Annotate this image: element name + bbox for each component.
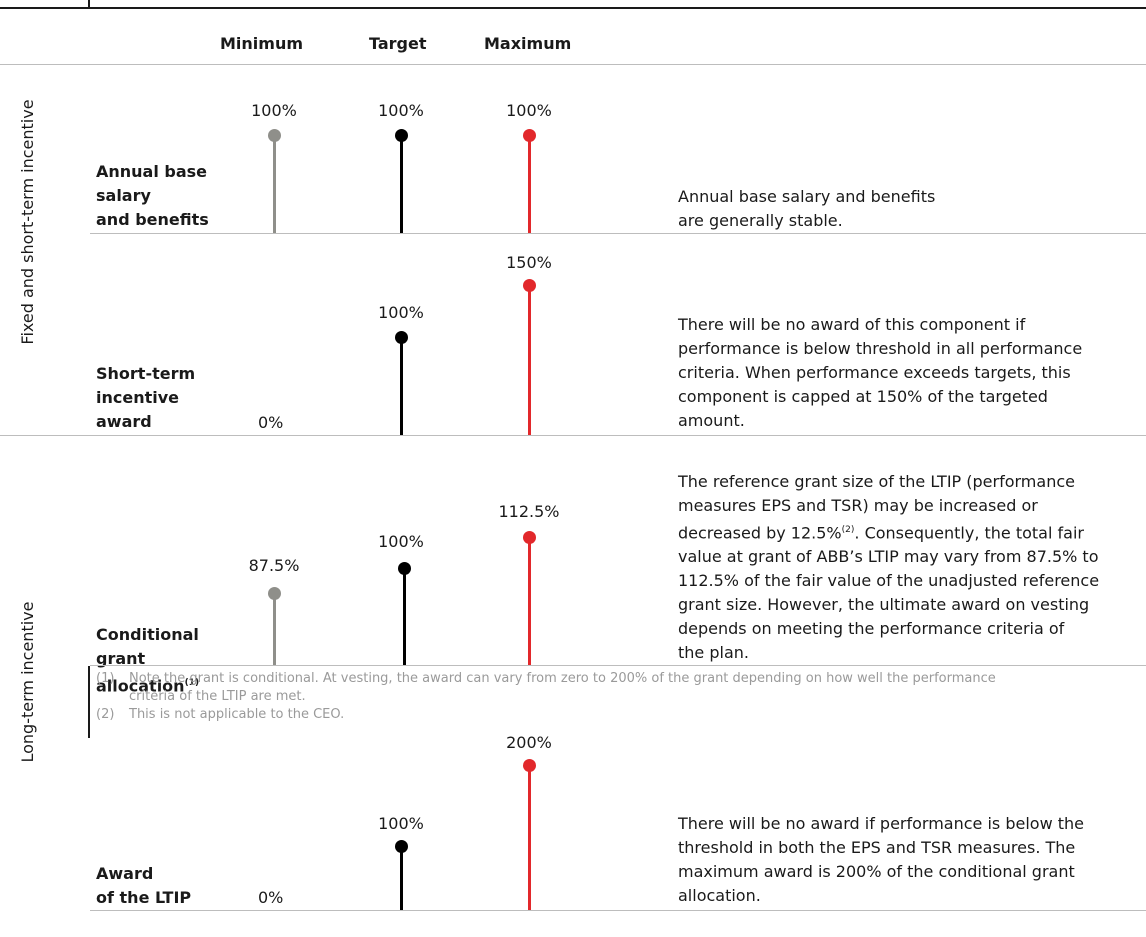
footnote-ref-2: (2) [841,525,855,535]
header-rule [0,64,1146,65]
base-target-stem [400,136,403,233]
base-target-marker [395,129,408,142]
grant-minimum-stem [273,594,276,665]
sti-target-stem [400,338,403,435]
base-minimum-stem [273,136,276,233]
ltip-minimum-value: 0% [258,888,284,907]
base-minimum-value: 100% [251,101,297,120]
grant-minimum-marker [268,587,281,600]
grant-maximum-marker [523,531,536,544]
sti-target-marker [395,331,408,344]
row-rule-base [90,233,1146,234]
ltip-maximum-stem [528,766,531,910]
ltip-target-stem [400,847,403,910]
sti-maximum-marker [523,279,536,292]
grant-minimum-value: 87.5% [248,556,300,575]
sti-maximum-stem [528,286,531,435]
base-target-value: 100% [378,101,424,120]
section-label-fixed: Fixed and short-term incentive [18,99,37,345]
base-description: Annual base salary and benefits are gene… [678,187,936,230]
header-maximum: Maximum [484,34,572,53]
grant-description: The reference grant size of the LTIP (pe… [678,472,1100,663]
sti-target-value: 100% [378,303,424,322]
section-label-long: Long-term incentive [18,601,37,763]
ltip-maximum-value: 200% [506,733,552,752]
footnote-bar [88,666,90,738]
grant-maximum-value: 112.5% [498,502,560,521]
ltip-target-marker [395,840,408,853]
footnote-ref-1: (1) [184,678,200,688]
row-label-base: Annual base salary and benefits [96,162,209,229]
header-target: Target [369,34,427,53]
base-maximum-stem [528,136,531,233]
grant-target-value: 100% [378,532,424,551]
row-rule-grant [90,665,1146,666]
grant-target-marker [398,562,411,575]
footnotes: (1) Note the grant is conditional. At ve… [96,670,1136,724]
row-label-ltip: Award of the LTIP [96,864,192,907]
base-maximum-marker [523,129,536,142]
row-rule-ltip [90,910,1146,911]
grant-maximum-stem [528,538,531,665]
ltip-maximum-marker [523,759,536,772]
footnote-2: (2) This is not applicable to the CEO. [96,707,345,722]
section-rule [0,435,1146,436]
top-rule [0,7,1146,9]
row-label-sti: Short-term incentive award [96,364,196,431]
sti-description: There will be no award of this component… [678,315,1083,430]
header-minimum: Minimum [220,34,304,53]
base-maximum-value: 100% [506,101,552,120]
sti-maximum-value: 150% [506,253,552,272]
footnote-1: (1) Note the grant is conditional. At ve… [96,671,996,704]
row-label-grant: Conditional grant allocation(1) [96,625,200,696]
base-minimum-marker [268,129,281,142]
ltip-description: There will be no award if performance is… [678,814,1085,905]
grant-target-stem [403,569,406,665]
top-rule-tick [88,0,90,8]
sti-minimum-value: 0% [258,413,284,432]
ltip-target-value: 100% [378,814,424,833]
